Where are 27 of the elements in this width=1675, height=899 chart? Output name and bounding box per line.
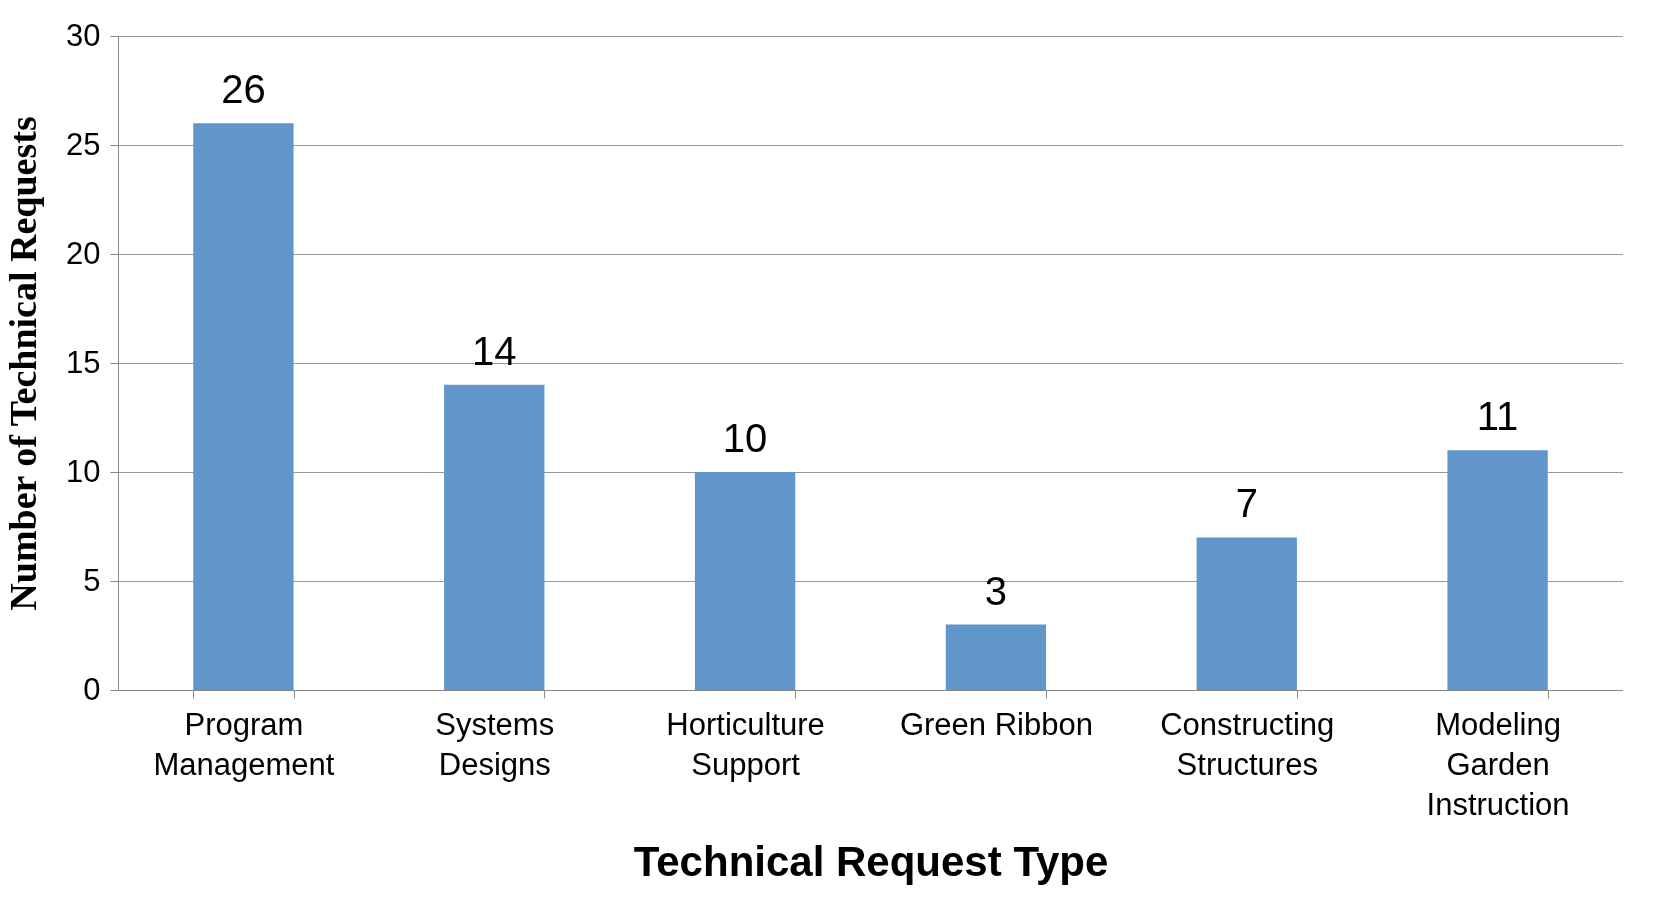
y-tick-label: 5 xyxy=(83,562,101,598)
bar xyxy=(1447,450,1548,690)
x-axis-title: Technical Request Type xyxy=(633,837,1109,885)
data-label: 7 xyxy=(1235,481,1258,526)
x-tick-label: Horticulture Support xyxy=(666,706,825,782)
data-label: 26 xyxy=(221,67,266,112)
x-tick-label: Program Management xyxy=(153,706,335,782)
x-tick-label: Systems Designs xyxy=(435,706,555,782)
y-tick-label: 20 xyxy=(66,235,101,271)
data-label: 3 xyxy=(984,568,1008,613)
data-label: 10 xyxy=(722,416,768,460)
data-label: 11 xyxy=(1476,394,1519,439)
x-tick-label: Modeling Garden Instruction xyxy=(1426,706,1570,822)
y-tick-label: 10 xyxy=(66,453,101,489)
y-axis-title: Number of Technical Requests xyxy=(2,116,45,611)
bar xyxy=(1196,537,1297,690)
x-tick-label: Green Ribbon xyxy=(899,706,1093,742)
bar xyxy=(945,624,1047,690)
x-tick-label: Constructing Structures xyxy=(1160,706,1335,782)
data-label: 14 xyxy=(472,328,517,373)
y-tick-label: 25 xyxy=(66,126,101,162)
bar xyxy=(694,472,796,690)
y-tick-label: 15 xyxy=(66,344,101,380)
y-tick-label: 30 xyxy=(66,17,101,53)
bar xyxy=(444,384,545,690)
bar xyxy=(193,123,294,690)
y-tick-label: 0 xyxy=(83,671,101,707)
